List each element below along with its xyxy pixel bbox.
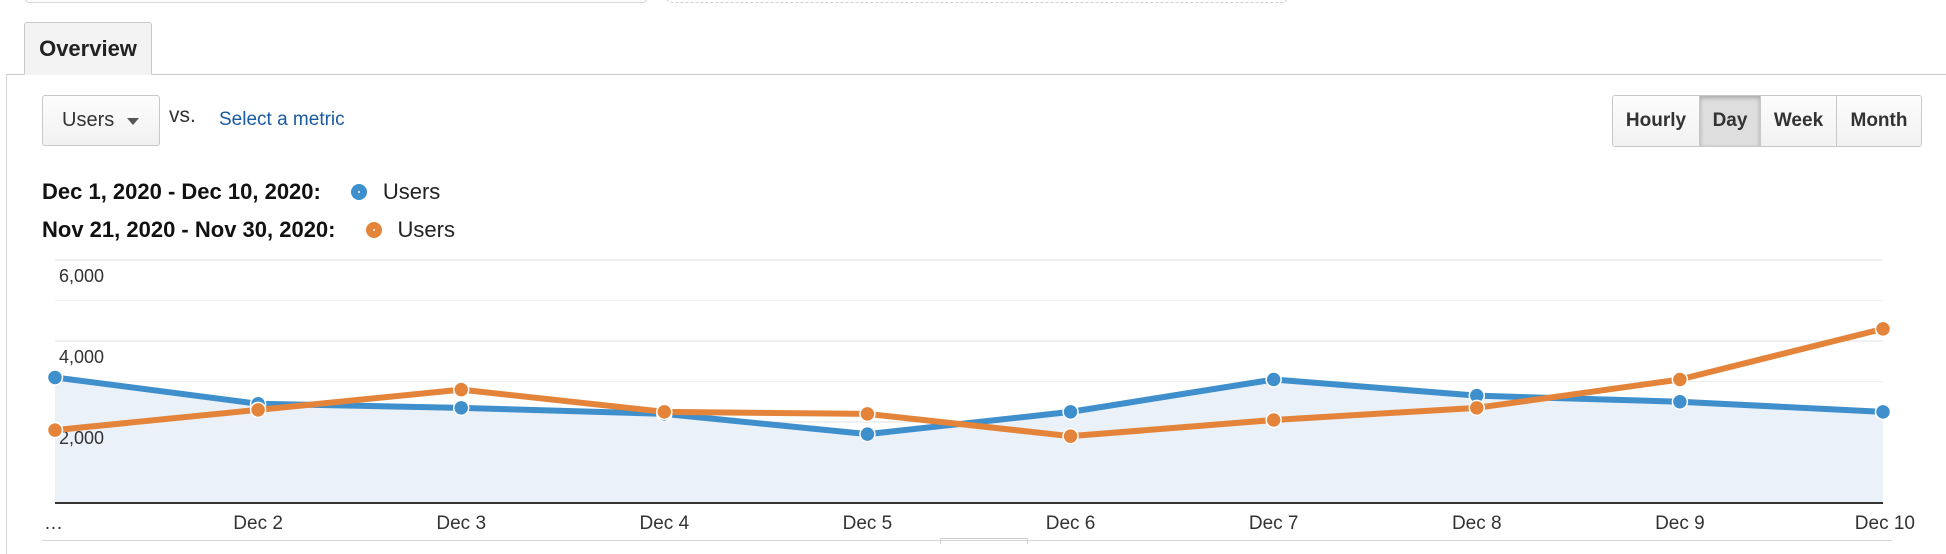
legend-range-current: Dec 1, 2020 - Dec 10, 2020:: [42, 179, 321, 204]
x-tick-label: Dec 9: [1655, 513, 1705, 534]
y-tick-label: 2,000: [59, 428, 104, 448]
x-tick-label: Dec 10: [1855, 513, 1915, 534]
legend-series-current: Users: [382, 179, 441, 204]
x-tick-label: Dec 3: [436, 513, 486, 534]
legend-row-current: Dec 1, 2020 - Dec 10, 2020: Users: [42, 177, 440, 207]
data-point: [1671, 393, 1689, 410]
x-tick-label: …: [44, 513, 63, 534]
metric-dropdown-label: Users: [62, 109, 115, 131]
select-metric-link[interactable]: Select a metric: [219, 109, 345, 130]
legend-series-previous: Users: [397, 217, 455, 242]
metric-dropdown[interactable]: Users: [42, 95, 160, 146]
y-tick-label: 4,000: [59, 347, 104, 367]
data-point: [1874, 320, 1892, 338]
x-tick-label: Dec 2: [233, 513, 283, 534]
week-button[interactable]: Week: [1760, 96, 1836, 146]
x-tick-label: Dec 6: [1046, 513, 1096, 534]
tab-overview[interactable]: Overview: [24, 22, 152, 75]
x-tick-label: Dec 5: [843, 513, 893, 534]
data-point: [656, 403, 673, 421]
y-tick-label: 6,000: [59, 266, 104, 286]
data-point: [1874, 403, 1892, 421]
report-panel: [6, 74, 1946, 554]
data-point: [452, 399, 470, 417]
x-tick-label: Dec 7: [1249, 513, 1299, 534]
data-point: [859, 425, 876, 443]
caret-down-icon: [127, 118, 139, 125]
data-point: [46, 421, 64, 439]
tab-divider: [6, 74, 1946, 75]
x-tick-label: Dec 4: [640, 513, 690, 534]
area-fill: [55, 377, 1883, 503]
bottom-divider: [42, 540, 1892, 541]
legend-row-previous: Nov 21, 2020 - Nov 30, 2020: Users: [42, 215, 455, 245]
legend-dot-current: [350, 184, 367, 200]
legend-dot-previous: [365, 222, 382, 238]
data-point: [1265, 411, 1282, 429]
series-line-1: [52, 325, 1886, 440]
bottom-tab-edge: [940, 538, 1028, 544]
month-button[interactable]: Month: [1836, 96, 1921, 146]
data-point: [46, 369, 64, 386]
granularity-toggle: Hourly Day Week Month: [1612, 95, 1922, 147]
legend-range-previous: Nov 21, 2020 - Nov 30, 2020:: [42, 217, 336, 242]
data-point: [249, 401, 267, 419]
data-point: [1468, 399, 1486, 417]
vs-label: vs.: [169, 104, 196, 127]
day-button[interactable]: Day: [1699, 96, 1760, 146]
hourly-button[interactable]: Hourly: [1613, 96, 1699, 146]
data-point: [452, 381, 470, 398]
x-tick-label: Dec 8: [1452, 513, 1502, 534]
data-point: [1062, 427, 1079, 445]
data-point: [1265, 371, 1282, 388]
data-point: [1671, 371, 1689, 388]
data-point: [1062, 403, 1079, 421]
data-point: [859, 405, 876, 423]
